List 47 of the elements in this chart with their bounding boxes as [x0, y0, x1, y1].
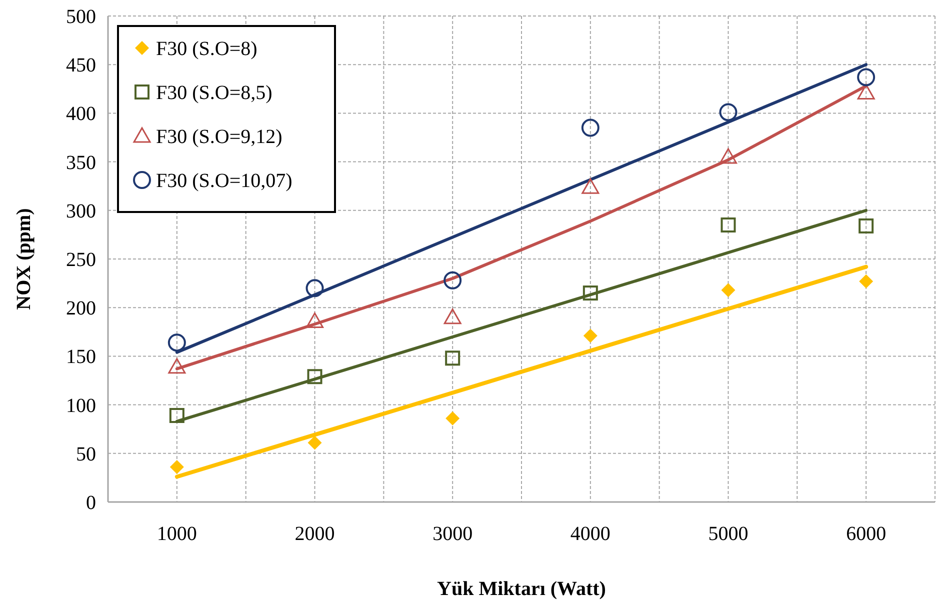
point: [719, 103, 738, 122]
point: [307, 369, 322, 384]
y-tick-label: 300: [66, 200, 96, 222]
point: [857, 84, 875, 100]
point: [444, 308, 462, 324]
y-tick-label: 350: [66, 152, 96, 174]
point: [720, 217, 736, 232]
point: [308, 436, 322, 450]
y-axis-title: NOX (ppm): [13, 208, 35, 310]
legend-label: F30 (S.O=8,5): [156, 82, 272, 104]
point: [857, 68, 876, 86]
point: [582, 286, 598, 301]
point: [445, 350, 460, 366]
x-tick-label: 3000: [432, 523, 473, 545]
x-tick-label: 2000: [294, 523, 335, 545]
point: [858, 218, 874, 234]
x-axis-title: Yük Miktarı (Watt): [437, 578, 606, 600]
point: [169, 408, 184, 423]
y-tick-label: 50: [76, 443, 96, 466]
y-tick-label: 400: [66, 103, 96, 126]
x-tick-label: 6000: [846, 523, 886, 545]
x-tick-label: 1000: [156, 523, 197, 545]
point: [582, 178, 600, 194]
point: [581, 118, 600, 137]
point: [720, 148, 737, 164]
y-tick-label: 100: [66, 394, 96, 417]
point: [721, 283, 736, 298]
y-tick-label: 500: [66, 6, 96, 28]
x-tick-label: 5000: [708, 523, 748, 545]
point: [859, 274, 874, 288]
point: [444, 271, 462, 290]
y-tick-label: 250: [66, 249, 96, 271]
y-tick-label: 450: [66, 54, 96, 77]
point: [583, 328, 598, 343]
x-tick-label: 4000: [570, 523, 610, 545]
legend-label: F30 (S.O=10,07): [156, 170, 292, 192]
point: [168, 334, 186, 352]
point: [306, 312, 324, 328]
y-tick-label: 0: [86, 492, 96, 514]
point: [170, 460, 184, 474]
y-tick-label: 150: [66, 346, 96, 368]
point: [306, 279, 324, 298]
point: [168, 358, 186, 374]
point: [446, 411, 460, 426]
legend-label: F30 (S.O=8): [156, 38, 258, 60]
y-tick-label: 200: [66, 298, 96, 320]
legend-label: F30 (S.O=9,12): [156, 126, 282, 148]
